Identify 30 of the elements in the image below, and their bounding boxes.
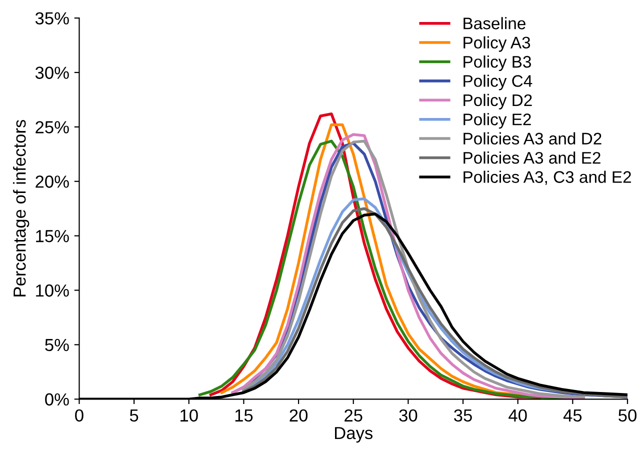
legend-label: Policies A3 and D2 [464,132,602,145]
legend-label: Policy A3 [464,36,530,52]
legend-label: Policy D2 [464,94,532,110]
legend-label: Policy B3 [464,55,531,72]
y-tick-label: 0% [45,393,69,406]
legend-label: Policies A3 and E2 [464,152,600,164]
x-tick-label: 25 [344,409,362,422]
y-tick-label: 25% [36,121,69,134]
y-tick-label: 35% [35,12,69,24]
y-tick-label: 5% [45,338,69,352]
x-tick-label: 20 [290,409,308,422]
y-tick-label: 15% [36,230,69,242]
legend-label: Baseline [464,17,526,30]
x-tick-label: 35 [454,409,472,422]
x-tick-label: 40 [508,409,527,422]
y-tick-label: 30% [35,66,69,79]
y-tick-label: 10% [36,284,69,297]
x-tick-label: 15 [235,409,253,422]
legend-label: Policies A3, C3 and E2 [464,170,631,185]
x-tick-label: 50 [618,409,636,422]
legend-label: Policy E2 [464,113,531,129]
x-tick-label: 0 [75,409,84,422]
y-axis-title: Percentage of infectors [13,120,30,296]
x-tick-label: 30 [399,409,418,422]
x-axis-title: Days [335,427,373,443]
x-tick-label: 45 [563,409,582,422]
legend-label: Policy C4 [464,74,532,90]
x-tick-label: 10 [180,409,198,422]
y-tick-label: 20% [36,176,69,188]
x-tick-label: 5 [130,409,138,422]
